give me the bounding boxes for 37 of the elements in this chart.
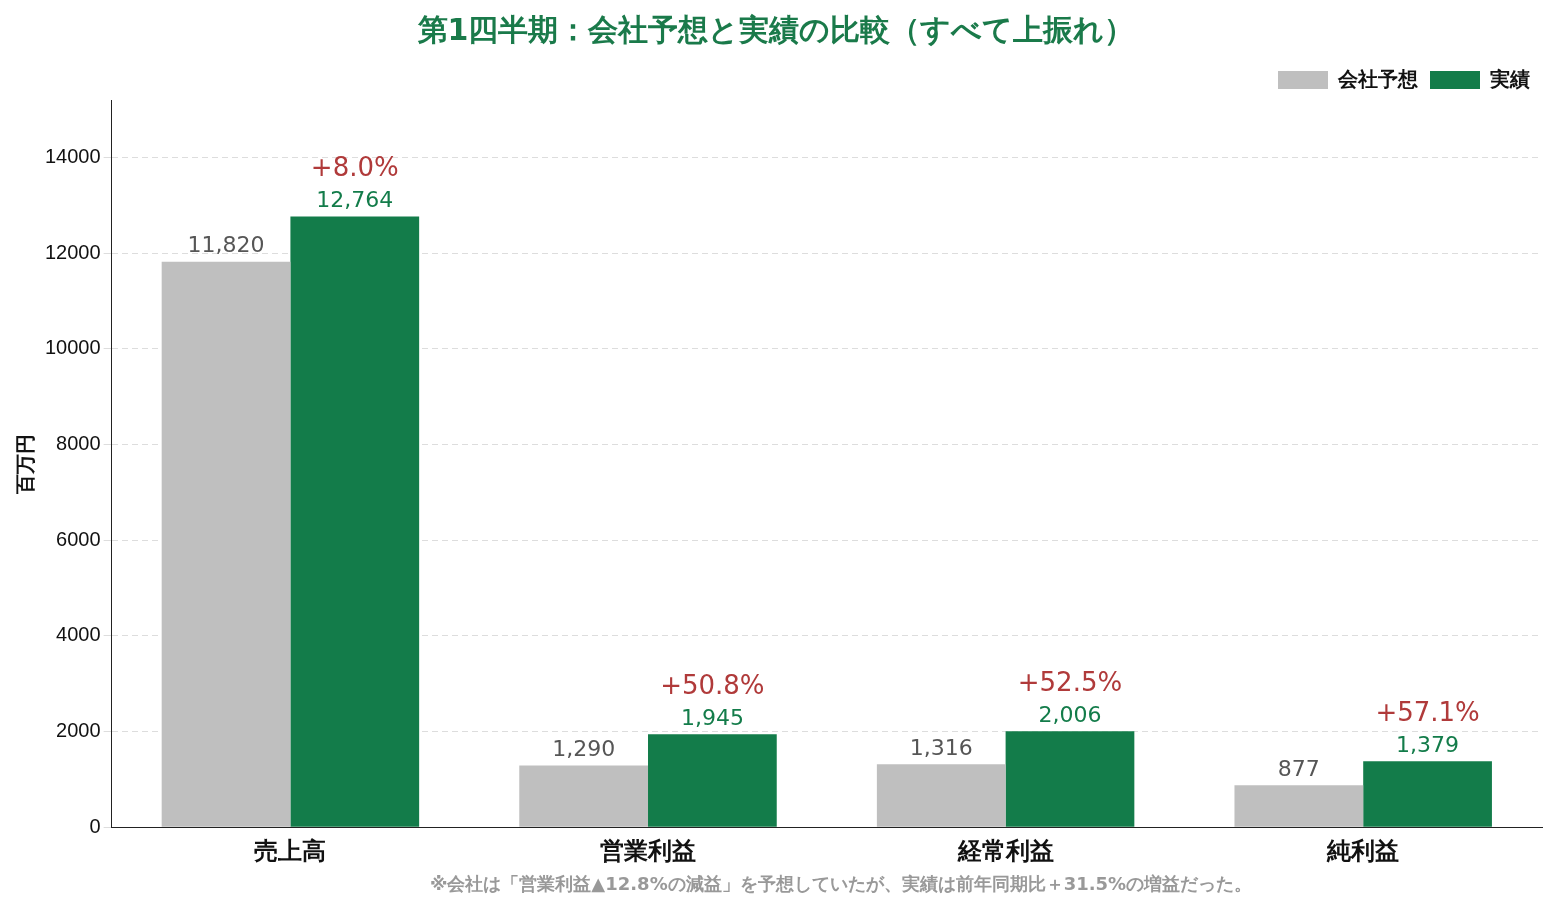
data-label: 1,379 xyxy=(1396,731,1460,757)
data-label: 1,290 xyxy=(552,736,616,762)
data-label: 11,820 xyxy=(187,232,265,258)
annotation: +50.8% xyxy=(660,669,765,700)
bar xyxy=(290,216,420,827)
legend-label: 実績 xyxy=(1489,67,1530,90)
y-axis-title: 百万円 xyxy=(13,433,36,495)
data-label: 1,945 xyxy=(680,704,744,730)
bar xyxy=(1234,785,1364,827)
bar xyxy=(648,734,777,827)
text: ※会社は「営業利益▲12.8%の減益」を予想していたが、実績は前年同期比＋31.5%の増益だった。 xyxy=(428,872,1254,896)
y-tick-label: 10000 xyxy=(44,336,101,359)
bar xyxy=(1005,731,1135,827)
annotation: +57.1% xyxy=(1375,696,1480,727)
y-tick-label: 2000 xyxy=(56,719,101,742)
data-label: 1,316 xyxy=(909,734,973,760)
x-tick-label: 売上高 xyxy=(254,837,327,865)
bar xyxy=(1363,761,1492,827)
data-label: 12,764 xyxy=(316,187,394,213)
chart-title: 第1四半期：会社予想と実績の比較（すべて上振れ） xyxy=(416,11,1135,47)
y-tick-label: 6000 xyxy=(56,527,101,550)
y-tick-label: 14000 xyxy=(44,144,101,167)
bar xyxy=(519,765,649,827)
data-label: 877 xyxy=(1277,755,1320,781)
x-tick-label: 経常利益 xyxy=(956,837,1054,865)
x-tick-label: 営業利益 xyxy=(600,837,697,865)
y-tick-label: 4000 xyxy=(56,623,101,646)
annotation: +8.0% xyxy=(310,152,399,183)
annotation: +52.5% xyxy=(1017,666,1123,697)
y-tick-label: 12000 xyxy=(44,240,101,263)
y-tick-label: 0 xyxy=(89,814,101,837)
x-tick-label: 純利益 xyxy=(1326,837,1400,865)
bar xyxy=(161,261,291,827)
legend-label: 会社予想 xyxy=(1337,67,1418,90)
bar xyxy=(876,764,1006,827)
data-label: 2,006 xyxy=(1038,701,1102,727)
y-tick-label: 8000 xyxy=(56,431,101,454)
